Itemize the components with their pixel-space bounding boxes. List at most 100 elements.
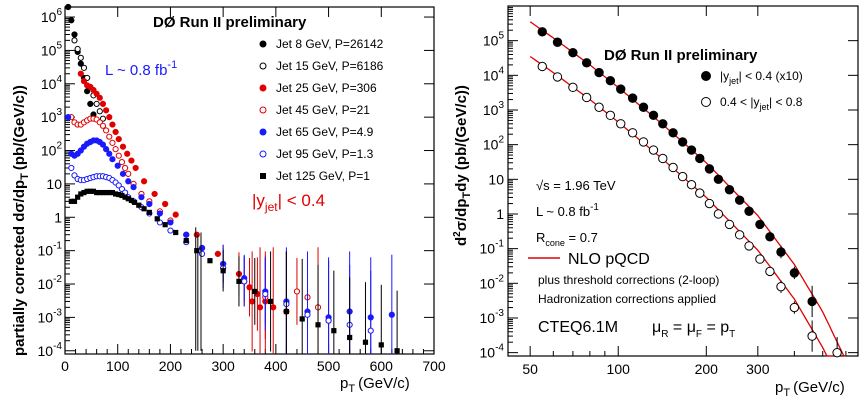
data-point — [394, 348, 400, 354]
data-point — [77, 60, 84, 67]
data-point — [734, 195, 745, 205]
data-point — [65, 114, 72, 121]
data-point — [594, 102, 604, 112]
data-point — [87, 100, 94, 107]
data-point — [755, 219, 765, 230]
data-point — [789, 302, 800, 313]
data-point — [388, 311, 395, 318]
data-point — [162, 222, 168, 228]
data-point — [99, 122, 107, 129]
data-point — [109, 139, 116, 146]
y-tick-label: 10-1 — [480, 239, 505, 257]
data-point — [331, 328, 337, 334]
data-point — [136, 202, 142, 208]
y-tick-label: 10-4 — [38, 341, 63, 359]
data-point — [106, 189, 112, 196]
data-point — [68, 198, 74, 204]
data-point — [93, 90, 100, 97]
x-tick-label: 200 — [695, 361, 719, 377]
data-point — [103, 107, 110, 114]
x-tick-label: 100 — [106, 358, 130, 374]
data-point — [744, 206, 754, 216]
hadronization-corrections-note: Hadronization corrections applied — [538, 292, 716, 306]
data-point — [249, 298, 256, 305]
x-tick-label: 700 — [422, 358, 446, 374]
y-tick-label: 10-3 — [480, 308, 505, 326]
data-point — [97, 189, 103, 196]
data-point — [616, 119, 626, 129]
y-tick-label: 1 — [54, 209, 62, 225]
pdf-annotation: CTEQ6.1M — [538, 319, 618, 336]
data-point — [648, 145, 659, 155]
data-point — [194, 248, 200, 254]
data-point — [776, 247, 786, 257]
data-point — [167, 219, 174, 226]
data-point — [118, 159, 126, 166]
data-point — [78, 191, 84, 197]
scale-annotation: μR = μF = pT — [652, 319, 735, 340]
legend-entry: 0.4 < |yjet| < 0.8 — [720, 95, 803, 112]
data-point — [193, 231, 200, 238]
data-point — [347, 334, 353, 341]
data-point — [154, 216, 160, 222]
data-point — [315, 322, 321, 328]
data-point — [109, 156, 116, 163]
data-point — [151, 190, 158, 198]
data-point — [96, 94, 103, 101]
data-point — [112, 146, 119, 153]
left-chart-title: DØ Run II preliminary — [153, 14, 307, 31]
data-point — [128, 197, 135, 204]
data-point — [124, 150, 131, 157]
data-point — [304, 311, 311, 318]
right-lumi-annotation: L ~ 0.8 fb-1 — [536, 202, 599, 219]
data-point — [125, 170, 132, 177]
data-point — [695, 188, 705, 198]
y-tick-label: 10-2 — [480, 273, 505, 291]
data-point — [638, 137, 649, 147]
y-tick-label: 1 — [496, 206, 504, 222]
sqrt-s-annotation: √s = 1.96 TeV — [536, 178, 616, 193]
data-point — [93, 100, 100, 107]
x-tick-label: 100 — [607, 361, 631, 377]
right-ticks: 50 100 200 300 10-4 10-3 10-2 10-1 1 10 102 103 104 1… — [480, 6, 858, 377]
data-point — [146, 209, 152, 216]
legend-marker — [260, 173, 266, 179]
left-lumi-annotation: L ~ 0.8 fb-1 — [105, 59, 177, 79]
data-point — [74, 45, 81, 53]
data-point — [103, 189, 109, 196]
data-point — [183, 238, 189, 244]
data-point — [80, 64, 88, 71]
data-point — [686, 145, 697, 155]
data-point — [293, 288, 301, 295]
legend-entry: |yjet| < 0.4 (x10) — [720, 69, 803, 86]
x-tick-label: 300 — [211, 358, 235, 374]
data-point — [776, 281, 786, 292]
data-point — [84, 188, 90, 194]
y-tick-label: 10 — [488, 171, 504, 187]
data-point — [106, 133, 113, 140]
legend-marker — [259, 128, 267, 136]
data-point — [552, 37, 563, 47]
left-panel: 0 100 200 300 400 500 600 700 10-4 10-3 10-2 10-1 1 1… — [11, 3, 446, 395]
data-point — [81, 189, 87, 196]
x-tick-label: 0 — [61, 358, 69, 374]
data-point — [68, 17, 75, 24]
data-point — [116, 191, 122, 198]
data-point — [594, 67, 604, 78]
left-data — [65, 3, 400, 354]
data-point — [106, 114, 113, 121]
right-legend: |yjet| < 0.4 (x10) 0.4 < |yjet| < 0.8 — [701, 69, 803, 112]
data-point — [362, 339, 369, 345]
legend-entry: Jet 8 GeV, P=26142 — [276, 37, 384, 51]
data-point — [106, 150, 113, 157]
data-point — [65, 3, 72, 11]
right-y-axis-label: d2σ/dpTdy (pb/(GeV/c)) — [452, 85, 473, 246]
x-tick-label: 500 — [317, 358, 341, 374]
left-ticks: 0 100 200 300 400 500 600 700 10-4 10-3 10-2 10-1 1 1… — [38, 6, 446, 374]
data-point — [581, 92, 592, 103]
y-tick-label: 104 — [483, 65, 505, 83]
right-chart-title: DØ Run II preliminary — [604, 47, 758, 64]
data-point — [704, 198, 715, 209]
data-point — [627, 93, 638, 103]
data-point — [241, 278, 248, 285]
